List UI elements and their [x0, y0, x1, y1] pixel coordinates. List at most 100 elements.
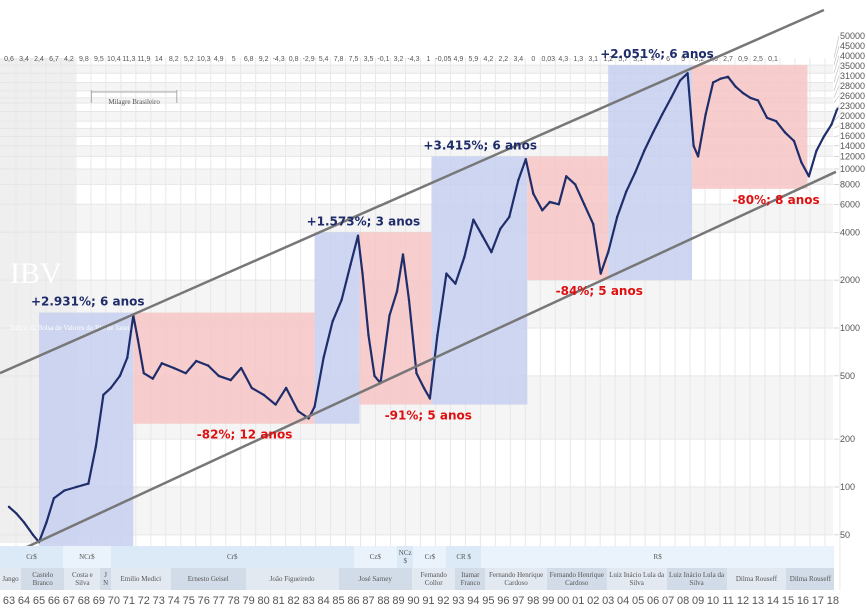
x-tick-label: 79 [243, 595, 255, 607]
x-tick-label: 16 [797, 595, 809, 607]
x-tick-label: 80 [258, 595, 270, 607]
x-tick-label: 92 [437, 595, 449, 607]
ibv-data-point [592, 222, 595, 226]
president-cell: Fernando Collor [411, 568, 456, 590]
gdp-growth-label: 2,4 [34, 56, 44, 63]
president-cell: José Sarney [338, 568, 412, 590]
gdp-growth-label: 0,9 [738, 56, 748, 63]
ibv-data-point [250, 386, 253, 390]
x-tick-label: 07 [662, 595, 674, 607]
ibv-data-point [31, 533, 35, 537]
president-cell: Dilma Rouseff [786, 568, 835, 590]
ibv-data-point [7, 505, 11, 509]
y-tick-label: 12000 [840, 151, 865, 161]
gdp-growth-label: 5,7 [618, 56, 628, 63]
ibv-data-point [356, 234, 360, 238]
y-tick-label: 31000 [840, 71, 865, 81]
x-tick-label: 17 [812, 595, 824, 607]
gdp-growth-label: 14 [155, 56, 163, 63]
phase-label-bear: -84%; 5 anos [556, 284, 643, 298]
president-cell: Emilio Medici [110, 568, 171, 590]
channel-line-lower [0, 170, 837, 561]
ibv-data-point [660, 113, 664, 116]
x-tick-label: 72 [138, 595, 150, 607]
y-tick-label: 35000 [840, 61, 865, 71]
gdp-growth-label: 0,1 [768, 56, 778, 63]
gdp-growth-label: 5,2 [184, 56, 194, 63]
x-tick-label: 64 [18, 595, 30, 607]
gdp-growth-label: 10,3 [197, 56, 211, 63]
y-tick-label: 4000 [840, 227, 860, 237]
x-tick-label: 04 [617, 595, 629, 607]
y-tick-leader [833, 125, 840, 129]
x-tick-label: 05 [632, 595, 644, 607]
gdp-growth-label: -0,1 [377, 56, 389, 63]
x-tick-label: 95 [482, 595, 494, 607]
gdp-growth-label: 11,3 [122, 56, 135, 63]
gdp-growth-label: 4,2 [483, 56, 493, 63]
ibv-data-point [160, 362, 163, 365]
president-cell: Jango [0, 568, 21, 590]
currency-cell: Cr$ [0, 546, 63, 568]
y-tick-leader [833, 115, 840, 122]
ibv-data-point [349, 263, 352, 266]
gdp-growth-label: 1 [426, 56, 430, 63]
gdp-growth-label: 8,2 [169, 56, 179, 63]
y-tick-label: 500 [840, 371, 855, 381]
ibv-data-point [284, 386, 288, 390]
ibv-data-point [229, 378, 232, 382]
ibv-data-point [217, 374, 220, 378]
gdp-growth-label: 4,3 [558, 56, 568, 63]
gdp-growth-label: 6 [666, 56, 670, 63]
y-tick-leader [833, 35, 840, 58]
president-cell: Luiz Inácio Lula da Silva [666, 568, 727, 590]
y-tick-leader [833, 85, 840, 99]
ibv-data-point [195, 359, 198, 363]
ibv-data-point [490, 250, 493, 254]
president-cell: João Figueiredo [245, 568, 339, 590]
president-cell: Ernesto Geisel [170, 568, 246, 590]
phase-box-bull [314, 232, 360, 424]
x-tick-label: 68 [78, 595, 90, 607]
y-tick-leader [833, 105, 840, 112]
y-tick-label: 45000 [840, 41, 865, 51]
x-tick-label: 74 [168, 595, 180, 607]
ibv-data-point [367, 334, 370, 337]
x-tick-label: 69 [93, 595, 105, 607]
x-tick-label: 91 [422, 595, 434, 607]
ibv-data-point [807, 175, 811, 178]
x-tick-label: 81 [273, 595, 285, 607]
gdp-growth-label: 11,9 [137, 56, 150, 63]
grid-band [75, 97, 833, 104]
watermark-subtitle: Indice da Bolsa de Valores do Rio de Jan… [10, 324, 136, 332]
y-tick-label: 16000 [840, 131, 865, 141]
ibv-data-point [615, 215, 619, 219]
president-cell: Fernando Henrique Cardoso [546, 568, 607, 590]
channel-line-upper [0, 8, 825, 375]
ibv-data-point [583, 203, 586, 206]
ibv-data-point [499, 227, 502, 231]
y-tick-label: 2000 [840, 275, 860, 285]
ibv-data-point [734, 85, 737, 88]
ibv-data-point [45, 521, 48, 524]
ibv-data-point [651, 131, 655, 134]
ibv-data-point [454, 282, 457, 285]
x-tick-label: 13 [752, 595, 764, 607]
ibv-data-point [102, 393, 105, 397]
president-cell: Costa e Silva [64, 568, 101, 590]
gdp-growth-label: 5,4 [319, 56, 329, 63]
ibv-data-point [436, 334, 439, 337]
x-tick-label: 18 [827, 595, 839, 607]
y-tick-label: 10000 [840, 164, 865, 174]
phase-label-bull: +1.573%; 3 anos [307, 214, 421, 228]
ibv-data-point [142, 371, 146, 375]
gdp-growth-label: 0,03 [541, 56, 555, 63]
ibv-data-point [800, 161, 803, 164]
gdp-growth-label: 1,3 [573, 56, 583, 63]
ibv-data-point [704, 113, 707, 116]
gdp-growth-label: 10,4 [107, 56, 121, 63]
ibv-data-point [296, 409, 300, 413]
ibv-data-point [669, 96, 673, 100]
y-tick-label: 50 [840, 530, 850, 540]
